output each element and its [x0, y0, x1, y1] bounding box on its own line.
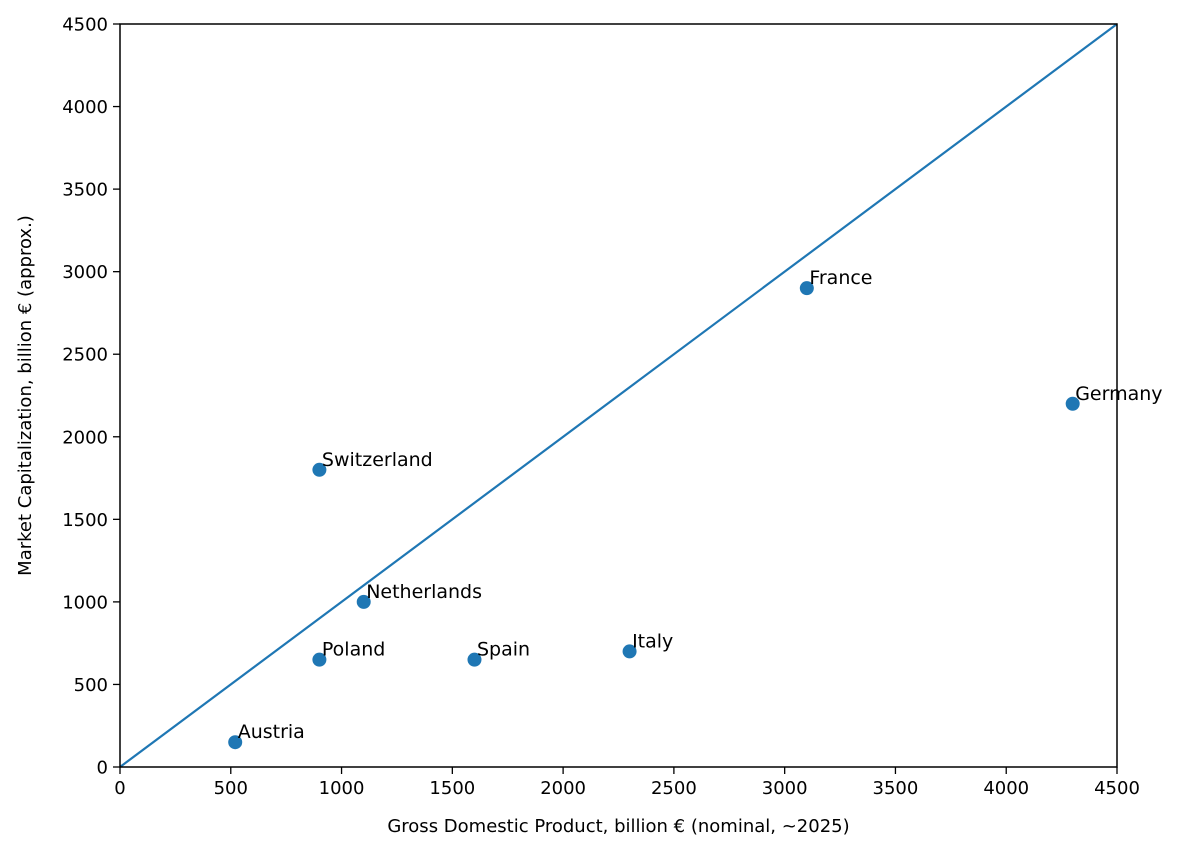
data-point [1065, 396, 1080, 411]
y-tick-label: 0 [97, 758, 108, 779]
x-tick-label: 0 [114, 778, 125, 799]
y-tick-label: 2000 [62, 427, 108, 448]
point-label: Austria [238, 721, 305, 743]
plot-area: Austria Poland Switzerland Netherlands Spain… [119, 23, 1163, 768]
point-label: France [809, 267, 872, 289]
y-tick-label: 4500 [62, 15, 108, 36]
plot-frame [119, 23, 1118, 768]
y-tick-label: 3500 [62, 180, 108, 201]
reference-line-y-equals-x [119, 23, 1118, 768]
y-tick-label: 3000 [62, 262, 108, 283]
x-tick-label: 1000 [319, 778, 365, 799]
data-point [799, 281, 814, 296]
y-tick-label: 1500 [62, 510, 108, 531]
data-point [356, 594, 371, 609]
x-tick-label: 4500 [1094, 778, 1140, 799]
x-tick-label: 3500 [873, 778, 919, 799]
y-tick-label: 500 [74, 675, 108, 696]
data-point [467, 652, 482, 667]
x-tick-label: 500 [214, 778, 248, 799]
x-tick-label: 1500 [429, 778, 475, 799]
point-label: Netherlands [366, 581, 482, 603]
data-point [312, 462, 327, 477]
data-point [228, 735, 243, 750]
y-tick-label: 4000 [62, 97, 108, 118]
point-label: Poland [322, 639, 385, 661]
point-label: Germany [1075, 383, 1162, 405]
x-axis-label: Gross Domestic Product, billion € (nomin… [387, 816, 849, 837]
x-axis: 0 500 1000 1500 2000 2500 3000 3500 4000 4500 [114, 767, 1140, 799]
y-axis: 0 500 1000 1500 2000 2500 3000 3500 4000 4500 [62, 15, 120, 779]
point-label: Spain [477, 639, 530, 661]
x-tick-label: 2000 [540, 778, 586, 799]
x-tick-label: 2500 [651, 778, 697, 799]
point-label: Switzerland [322, 449, 433, 471]
x-tick-label: 4000 [983, 778, 1029, 799]
x-tick-label: 3000 [762, 778, 808, 799]
data-point [622, 644, 637, 659]
y-tick-label: 1000 [62, 592, 108, 613]
data-point [312, 652, 327, 667]
point-label: Italy [632, 630, 673, 652]
y-tick-label: 2500 [62, 345, 108, 366]
y-axis-label: Market Capitalization, billion € (approx… [15, 215, 36, 576]
